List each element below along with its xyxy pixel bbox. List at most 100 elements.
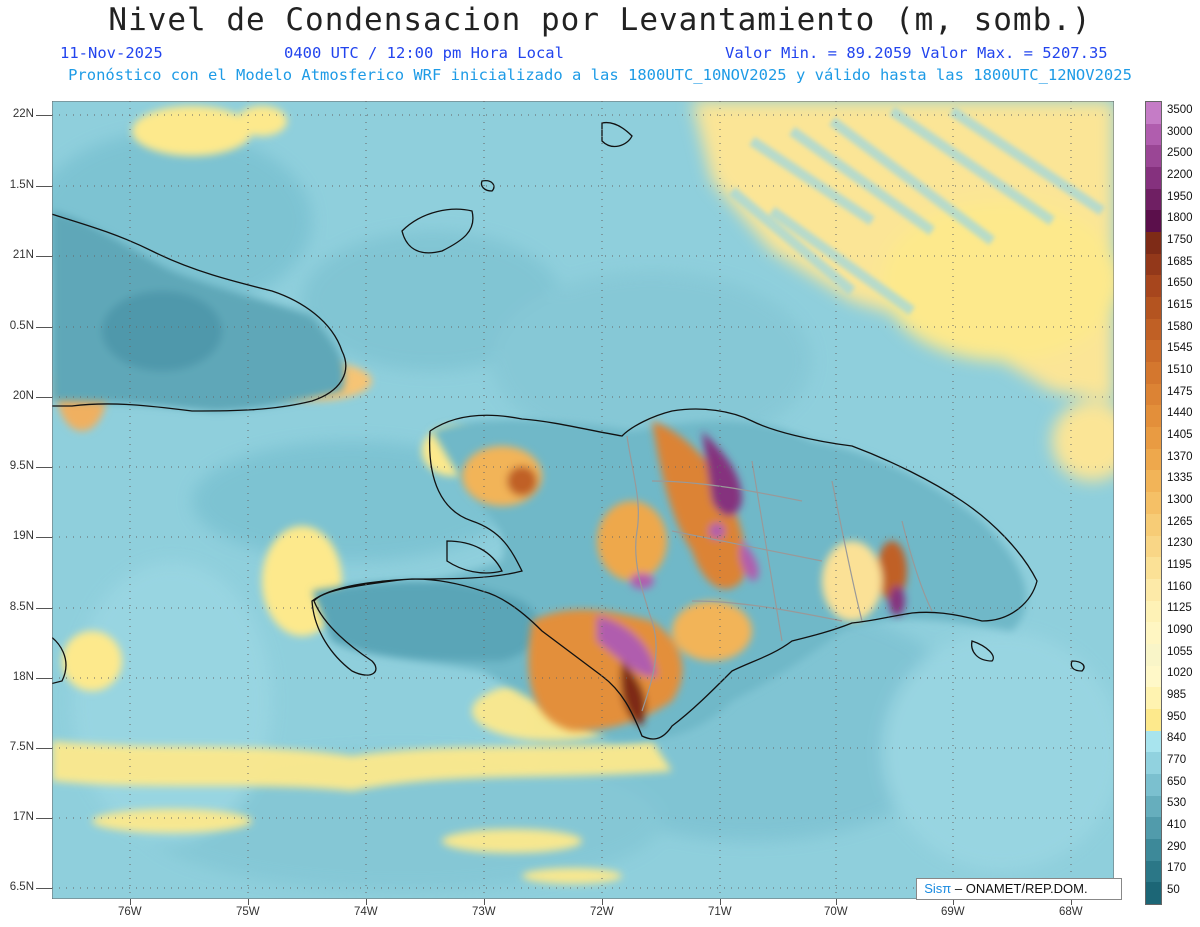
lat-tick [36, 818, 52, 819]
colorbar-label: 1685 [1167, 255, 1193, 268]
colorbar-swatch [1146, 492, 1161, 515]
colorbar-label: 1090 [1167, 624, 1193, 637]
lon-tick [130, 899, 131, 905]
colorbar-label: 1160 [1167, 580, 1192, 593]
lon-tick [1071, 899, 1072, 905]
colorbar-swatch [1146, 513, 1161, 536]
colorbar-swatch [1146, 622, 1161, 645]
colorbar-label: 650 [1167, 775, 1187, 788]
lat-tick [36, 327, 52, 328]
colorbar-swatch [1146, 427, 1161, 450]
credit-text: – ONAMET/REP.DOM. [951, 881, 1088, 896]
colorbar-swatch [1146, 643, 1161, 667]
colorbar-swatch [1146, 253, 1161, 276]
colorbar-label: 3000 [1167, 125, 1193, 138]
colorbar-label: 290 [1167, 840, 1187, 853]
lon-label-76w: 76W [118, 906, 142, 918]
lat-label-18-5n: 8.5N [9, 601, 34, 613]
colorbar-swatch [1146, 145, 1161, 168]
colorbar-label: 2200 [1167, 168, 1193, 181]
colorbar-swatch [1146, 297, 1161, 320]
colorbar-label: 170 [1167, 862, 1187, 875]
colorbar-swatch [1146, 600, 1161, 623]
colorbar-label: 985 [1167, 689, 1187, 702]
model-info: Pronóstico con el Modelo Atmosferico WRF… [68, 66, 1132, 84]
lat-label-17n: 17N [12, 811, 34, 823]
colorbar-label: 1545 [1167, 342, 1193, 355]
lon-label-71w: 71W [708, 906, 732, 918]
lon-label-73w: 73W [472, 906, 496, 918]
lat-label-18n: 18N [12, 671, 34, 683]
colorbar-label: 1020 [1167, 667, 1193, 680]
colorbar-label: 3500 [1167, 103, 1193, 116]
colorbar-swatch [1146, 795, 1161, 818]
lon-label-74w: 74W [354, 906, 378, 918]
colorbar-label: 1650 [1167, 277, 1193, 290]
colorbar-swatch [1146, 730, 1161, 753]
lat-tick [36, 748, 52, 749]
colorbar-swatch [1146, 838, 1161, 862]
colorbar-label: 1580 [1167, 320, 1193, 333]
colorbar-label: 770 [1167, 754, 1187, 767]
colorbar-swatch [1146, 362, 1161, 385]
colorbar-swatch [1146, 448, 1161, 471]
colorbar-swatch [1146, 578, 1161, 602]
colorbar-swatch [1146, 210, 1161, 233]
lat-tick [36, 678, 52, 679]
lat-label-17-5n: 7.5N [9, 741, 34, 753]
lat-tick [36, 888, 52, 889]
colorbar-swatch [1146, 340, 1161, 363]
lat-label-21n: 21N [12, 249, 34, 261]
colorbar-label: 50 [1167, 884, 1180, 897]
lon-tick [484, 899, 485, 905]
colorbar-label: 1195 [1167, 559, 1192, 572]
colorbar-swatch [1146, 687, 1161, 710]
colorbar-swatch [1146, 188, 1161, 211]
colorbar-swatch [1146, 665, 1161, 688]
lon-label-75w: 75W [236, 906, 260, 918]
colorbar [1145, 101, 1162, 905]
colorbar-label: 1510 [1167, 363, 1193, 376]
colorbar-swatch [1146, 232, 1161, 255]
lon-tick [248, 899, 249, 905]
colorbar-swatch [1146, 167, 1161, 190]
lat-label-16-5n: 6.5N [9, 881, 34, 893]
colorbar-swatch [1146, 318, 1161, 341]
lat-tick [36, 467, 52, 468]
lon-label-69w: 69W [941, 906, 965, 918]
lon-tick [602, 899, 603, 905]
colorbar-label: 1055 [1167, 645, 1193, 658]
credit-box: Sisπ – ONAMET/REP.DOM. [916, 878, 1122, 900]
lat-label-20n: 20N [12, 390, 34, 402]
sispi-logo-text: Sisπ [924, 881, 952, 896]
lat-tick [36, 256, 52, 257]
colorbar-label: 1300 [1167, 494, 1193, 506]
colorbar-swatch [1146, 535, 1161, 558]
colorbar-swatch [1146, 752, 1161, 775]
lat-label-22n: 22N [12, 108, 34, 120]
colorbar-label: 1615 [1167, 298, 1193, 311]
chart-title: Nivel de Condensacion por Levantamiento … [108, 2, 1092, 38]
colorbar-label: 1475 [1167, 385, 1193, 398]
colorbar-label: 840 [1167, 732, 1187, 745]
lat-tick [36, 115, 52, 116]
colorbar-label: 1230 [1167, 537, 1193, 550]
colorbar-label: 2500 [1167, 147, 1193, 160]
min-max-values: Valor Min. = 89.2059 Valor Max. = 5207.3… [725, 44, 1108, 62]
colorbar-swatch [1146, 708, 1161, 732]
colorbar-label: 1440 [1167, 407, 1193, 420]
lat-label-19n: 19N [12, 530, 34, 542]
colorbar-swatch [1146, 405, 1161, 428]
colorbar-swatch [1146, 275, 1161, 298]
lon-tick [836, 899, 837, 905]
colorbar-swatch [1146, 557, 1161, 580]
lat-tick [36, 397, 52, 398]
colorbar-label: 1405 [1167, 428, 1193, 441]
colorbar-swatch [1146, 817, 1161, 840]
colorbar-label: 1125 [1167, 602, 1192, 615]
colorbar-swatch [1146, 773, 1161, 797]
lon-label-68w: 68W [1059, 906, 1083, 918]
lon-label-72w: 72W [590, 906, 614, 918]
lat-tick [36, 186, 52, 187]
colorbar-label: 1370 [1167, 450, 1193, 463]
